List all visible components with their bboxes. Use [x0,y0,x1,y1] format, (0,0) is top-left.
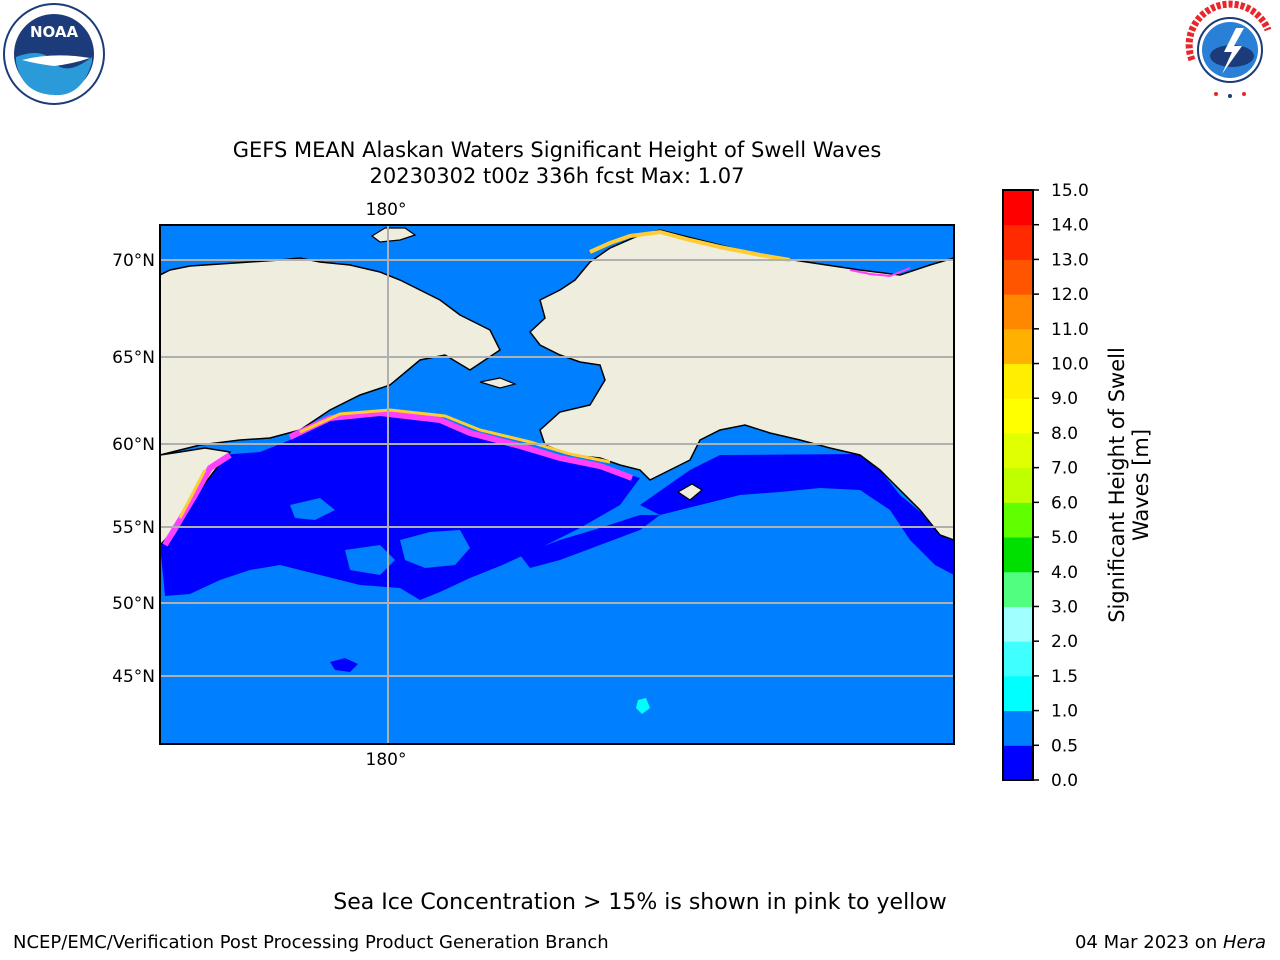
colorbar-title-line1: Significant Height of Swell [1105,347,1129,623]
low-swell-blob [330,658,358,672]
colorbar-segment [1003,641,1033,677]
wrangel-island [370,227,417,243]
lat-label-65: 65°N [112,348,155,368]
latitude-labels: 70°N 65°N 60°N 55°N 50°N 45°N [112,251,155,687]
sea-ice-edge-bering [288,409,634,481]
colorbar-segment [1003,675,1033,712]
colorbar-segment [1003,537,1033,573]
colorbar-tick-label: 1.0 [1051,702,1078,722]
noaa-logo: NOAA [3,3,105,105]
bering-mid-patch-2 [400,530,470,568]
colorbar: 0.0 0.5 1.0 1.5 2.0 3.0 4.0 5.0 6.0 7.0 8.0 9.0 10.0… [1002,181,1089,791]
colorbar-tick-label: 14.0 [1051,216,1089,236]
colorbar-tick-label: 4.0 [1051,563,1078,583]
colorbar-segment [1003,398,1033,434]
colorbar-segment [1003,571,1033,607]
kodiak-island [676,483,704,501]
colorbar-segment [1003,467,1033,503]
colorbar-segment [1003,224,1033,260]
lat-label-60: 60°N [112,435,155,455]
sea-ice-note: Sea Ice Concentration > 15% is shown in … [333,890,947,915]
colorbar-segment [1003,328,1033,365]
lat-label-70: 70°N [112,251,155,271]
colorbar-segment [1003,190,1033,226]
st-lawrence-island [479,377,517,389]
bering-mid-patch-3 [290,498,335,520]
colorbar-segment [1003,606,1033,642]
colorbar-tick-label: 15.0 [1051,181,1089,201]
nws-logo [1184,0,1276,98]
lat-label-55: 55°N [112,518,155,538]
footer-machine: Hera [1222,932,1266,953]
sea-ice-edge-kamchatka-yellow [178,469,207,519]
colorbar-tick-label: 7.0 [1051,459,1078,479]
colorbar-tick-label: 10.0 [1051,355,1089,375]
footer-credit: NCEP/EMC/Verification Post Processing Pr… [13,932,609,953]
lon-label-bottom: 180° [366,750,407,770]
bering-low-swell-zone [160,414,640,600]
colorbar-title: Significant Height of Swell Waves [m] [1105,347,1153,623]
map-panel [160,225,954,744]
colorbar-segment [1003,502,1033,538]
map-gridlines [160,225,954,744]
footer-date: 04 Mar 2023 on Hera [1075,932,1266,953]
colorbar-tick-label: 12.0 [1051,285,1089,305]
colorbar-segment [1003,745,1033,781]
gulf-low-swell-zone [640,454,954,575]
colorbar-tick-label: 3.0 [1051,597,1078,617]
chart-subtitle: 20230302 t00z 336h fcst Max: 1.07 [369,164,745,188]
colorbar-segment [1003,710,1033,746]
colorbar-title-line2: Waves [m] [1129,429,1153,541]
lat-label-50: 50°N [112,594,155,614]
colorbar-frame [1002,189,1034,781]
noaa-logo-text: NOAA [30,23,79,41]
colorbar-segment [1003,363,1033,399]
map-frame [159,224,955,745]
bering-mid-patch-1 [345,545,395,575]
sea-ice-edge-bering-yellow [299,408,611,464]
lon-label-top: 180° [366,200,407,220]
sea-ice-edge-arctic [589,229,791,262]
colorbar-tick-label: 0.0 [1051,771,1078,791]
colorbar-tick-label: 8.0 [1051,424,1078,444]
colorbar-tick-label: 9.0 [1051,389,1078,409]
cyan-speck [636,698,650,714]
colorbar-tick-label: 0.5 [1051,736,1078,756]
sea-ice-edge-kamchatka [162,452,232,547]
colorbar-tick-label: 5.0 [1051,528,1078,548]
colorbar-tick-label: 6.0 [1051,493,1078,513]
footer-date-text: 04 Mar 2023 on [1074,932,1223,953]
colorbar-segment [1003,432,1033,469]
chart-title: GEFS MEAN Alaskan Waters Significant Hei… [232,138,882,162]
colorbar-segment [1003,294,1033,330]
alaska-land [528,225,954,541]
lat-label-45: 45°N [112,667,155,687]
colorbar-tick-label: 1.5 [1051,667,1078,687]
sea-ice-edge-arctic-pink [849,267,911,278]
colorbar-tick-label: 13.0 [1051,250,1089,270]
colorbar-tick-label: 11.0 [1051,320,1089,340]
colorbar-tick-label: 2.0 [1051,632,1078,652]
aleutian-low-swell-strip [520,515,660,568]
siberia-land [160,225,501,456]
colorbar-segment [1003,259,1033,295]
